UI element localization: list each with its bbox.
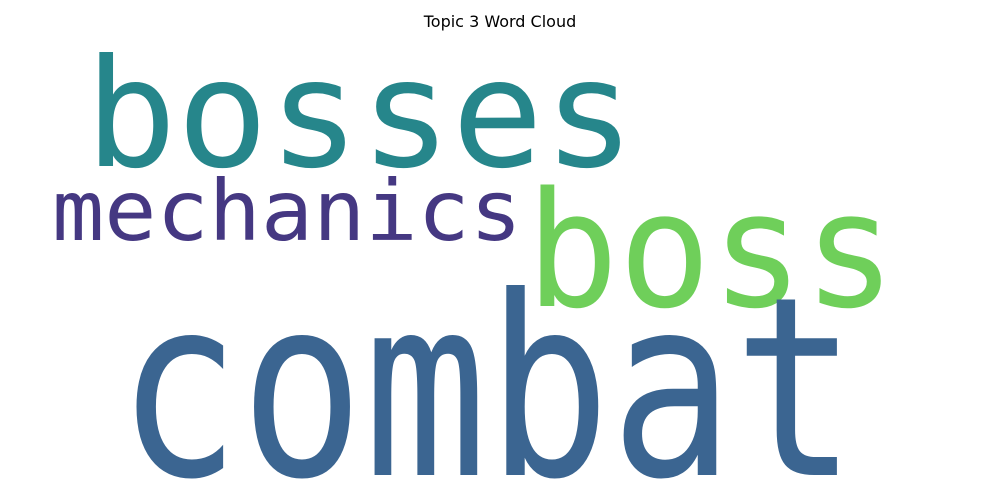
word-bosses: bosses [85,28,635,202]
word-boss: boss [526,157,896,344]
chart-title: Topic 3 Word Cloud [423,12,577,31]
word-combat: combat [117,243,857,500]
word-mechanics: mechanics [52,162,522,260]
